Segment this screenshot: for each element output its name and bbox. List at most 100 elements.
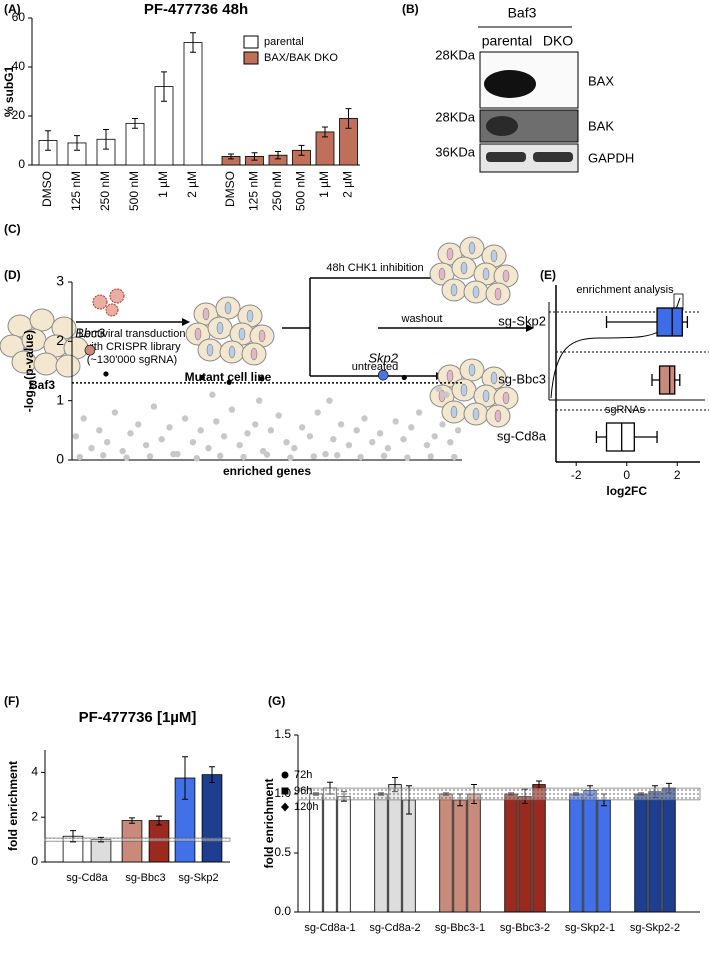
error-bar (251, 152, 258, 161)
error-bar (298, 144, 305, 156)
panel-label: (B) (402, 2, 419, 16)
point (380, 452, 388, 460)
y-tick-label: 0.5 (274, 845, 291, 859)
point (357, 453, 364, 461)
point (88, 444, 95, 452)
point (447, 439, 454, 446)
point (310, 453, 317, 460)
error-bar (161, 71, 167, 102)
error-bar (45, 130, 51, 151)
cell-nucleus (206, 343, 214, 357)
point (306, 433, 314, 440)
point (220, 433, 228, 440)
blot-protein: BAK (588, 118, 614, 133)
category-label: sg-Bbc3 (498, 371, 546, 386)
x-tick-label: sg-Skp2 (178, 872, 218, 884)
legend-label: 96h (294, 785, 312, 797)
y-tick-label: 0 (56, 451, 64, 467)
reference-band (297, 787, 701, 801)
highlight-label: Bbc3 (75, 326, 105, 341)
point (283, 439, 290, 446)
western-blot: Baf3 parental DKO 28KDa 28KDa 36KDa BAX … (435, 5, 634, 173)
cell-nucleus (490, 249, 498, 263)
point (100, 452, 107, 459)
point (454, 427, 462, 434)
highlight-label: Skp2 (368, 351, 398, 366)
bar (201, 774, 223, 863)
error-bar (190, 32, 196, 53)
bar (467, 793, 481, 913)
legend-marker (281, 802, 289, 812)
error-bar (156, 815, 162, 826)
virus (92, 294, 108, 310)
y-tick-label: 2 (56, 332, 64, 348)
point (408, 424, 415, 431)
bar (337, 795, 351, 913)
y-axis-label: fold enrichment (262, 778, 276, 868)
point (353, 427, 360, 434)
bar (504, 793, 518, 913)
blot-lane: DKO (543, 33, 573, 49)
cell-nucleus (494, 287, 502, 301)
bar (90, 839, 112, 863)
point (376, 430, 384, 437)
point (205, 444, 212, 452)
bar (634, 793, 648, 913)
schematic-label: with CRISPR library (82, 341, 181, 353)
x-tick-label: sg-Skp2-1 (565, 922, 615, 934)
box (605, 422, 635, 452)
x-tick-label: 125 nM (69, 171, 83, 211)
arrowhead (182, 318, 190, 326)
bar (532, 784, 546, 913)
hit-point (199, 374, 205, 381)
blot-marker: 28KDa (435, 47, 476, 62)
hit-point (259, 376, 265, 382)
cell-nucleus (502, 391, 510, 405)
hit-point (401, 374, 407, 381)
point (435, 385, 442, 392)
point (267, 427, 275, 434)
panel-label: (A) (4, 2, 21, 16)
point (330, 436, 337, 443)
point (213, 418, 220, 425)
legend-label: 72h (294, 769, 312, 781)
x-tick-label: -2 (571, 468, 582, 482)
blot-protein: BAX (588, 73, 614, 88)
x-axis-label: enriched genes (223, 464, 311, 478)
point (431, 433, 438, 440)
cell-nucleus (258, 329, 266, 343)
point (423, 441, 431, 449)
legend-label: parental (264, 36, 304, 48)
error-bar (132, 117, 138, 129)
point (170, 450, 177, 458)
legend-swatch (243, 35, 259, 49)
x-axis-label: log2FC (606, 484, 647, 498)
point (197, 427, 204, 434)
bar (323, 787, 337, 913)
cell-nucleus (460, 383, 468, 397)
schematic-label: Baf3 (29, 378, 55, 392)
schematic: Baf3 Lentiviral transduction with CRISPR… (29, 262, 705, 416)
blot-cell-line: Baf3 (508, 5, 537, 21)
legend-marker (281, 787, 289, 795)
cell (55, 354, 81, 378)
cell-nucleus (460, 261, 468, 275)
point (193, 455, 200, 462)
panel-label: (D) (4, 268, 21, 282)
cell-nucleus (446, 247, 454, 261)
cell-nucleus (224, 301, 232, 315)
cell-nucleus (202, 307, 210, 321)
x-tick-label: 2 (674, 468, 681, 482)
cell-nucleus (472, 285, 480, 299)
point (158, 436, 165, 443)
bar (583, 790, 597, 913)
error-bar (74, 135, 80, 151)
point (439, 421, 446, 428)
point (252, 421, 259, 428)
point (287, 454, 294, 461)
blot-protein: GAPDH (588, 150, 634, 165)
hit-point (103, 371, 109, 377)
x-tick-label: 500 nM (294, 171, 308, 211)
point (142, 441, 150, 449)
cell-nucleus (482, 267, 490, 281)
